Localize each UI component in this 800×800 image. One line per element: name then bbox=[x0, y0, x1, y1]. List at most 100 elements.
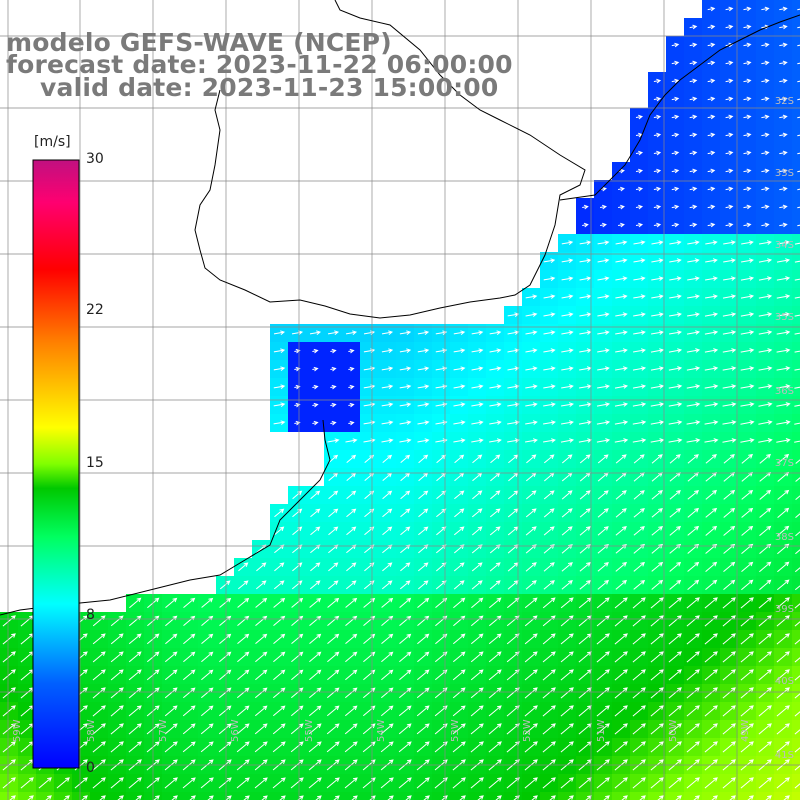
wind-arrow bbox=[561, 276, 574, 281]
wind-arrow bbox=[650, 741, 664, 753]
wind-arrow bbox=[507, 330, 520, 335]
wind-arrow bbox=[632, 420, 647, 425]
wind-arrow bbox=[740, 366, 755, 371]
wind-cell bbox=[756, 792, 774, 800]
wind-arrow bbox=[333, 795, 340, 800]
wind-arrow bbox=[722, 669, 736, 681]
wind-arrow bbox=[272, 723, 286, 735]
wind-arrow bbox=[399, 633, 412, 644]
wind-arrow bbox=[722, 420, 737, 425]
wind-arrow bbox=[725, 24, 734, 30]
wind-arrow bbox=[650, 633, 664, 645]
wind-arrow bbox=[743, 132, 752, 138]
wind-arrow bbox=[182, 723, 196, 735]
wind-arrow bbox=[560, 597, 574, 609]
wind-arrow bbox=[218, 777, 232, 789]
wind-cell bbox=[792, 522, 800, 540]
wind-arrow bbox=[669, 276, 682, 281]
wind-cell bbox=[792, 486, 800, 504]
wind-arrow bbox=[291, 597, 304, 608]
wind-arrow bbox=[777, 525, 790, 536]
lon-label-49w: 49W bbox=[740, 719, 751, 742]
wind-cell bbox=[792, 792, 800, 800]
wind-cell bbox=[792, 666, 800, 684]
wind-arrow bbox=[272, 687, 286, 699]
wind-cell bbox=[666, 792, 684, 800]
wind-cell bbox=[792, 180, 800, 198]
wind-arrow bbox=[453, 384, 466, 389]
wind-arrow bbox=[689, 168, 698, 174]
wind-arrow bbox=[707, 24, 716, 30]
wind-arrow bbox=[614, 420, 629, 425]
wind-arrow bbox=[579, 330, 592, 335]
wind-arrow bbox=[675, 795, 682, 800]
wind-arrow bbox=[543, 420, 556, 425]
wind-arrow bbox=[200, 741, 214, 753]
wind-arrow bbox=[632, 651, 646, 663]
wind-arrow bbox=[758, 348, 773, 353]
wind-arrow bbox=[310, 508, 321, 518]
wind-arrow bbox=[618, 204, 625, 210]
wind-arrow bbox=[761, 6, 770, 12]
wind-arrow bbox=[635, 114, 644, 120]
wind-arrow bbox=[327, 330, 340, 335]
wind-arrow bbox=[254, 741, 268, 753]
wind-arrow bbox=[686, 597, 700, 609]
wind-arrow bbox=[779, 132, 788, 138]
wind-arrow bbox=[614, 615, 628, 627]
wind-arrow bbox=[561, 508, 573, 518]
wind-arrow bbox=[597, 384, 610, 389]
wind-cell bbox=[792, 540, 800, 558]
wind-cell bbox=[792, 360, 800, 378]
wind-arrow bbox=[225, 795, 232, 800]
wind-arrow bbox=[291, 651, 304, 663]
wind-arrow bbox=[621, 795, 628, 800]
wind-arrow bbox=[615, 561, 628, 572]
wind-arrow bbox=[669, 312, 682, 317]
wind-arrow bbox=[2, 633, 16, 645]
wind-arrow bbox=[201, 633, 214, 644]
wind-arrow bbox=[615, 366, 628, 371]
wind-cell bbox=[684, 792, 702, 800]
wind-arrow bbox=[633, 579, 646, 590]
wind-arrow bbox=[542, 741, 556, 753]
wind-arrow bbox=[669, 508, 682, 518]
wind-arrow bbox=[669, 561, 682, 572]
wind-arrow bbox=[689, 150, 698, 156]
wind-arrow bbox=[759, 240, 772, 245]
wind-arrow bbox=[508, 454, 519, 464]
wind-arrow bbox=[722, 705, 736, 717]
wind-arrow bbox=[452, 741, 466, 753]
wind-arrow bbox=[776, 366, 791, 371]
wind-arrow bbox=[219, 633, 232, 644]
wind-arrow bbox=[272, 705, 286, 717]
wind-arrow bbox=[668, 669, 682, 681]
wind-arrow bbox=[743, 24, 752, 30]
wind-arrow bbox=[525, 580, 537, 590]
wind-cell bbox=[792, 396, 800, 414]
wind-arrow bbox=[453, 420, 466, 425]
wind-arrow bbox=[723, 258, 736, 263]
wind-arrow bbox=[651, 526, 664, 536]
wind-arrow bbox=[453, 597, 466, 609]
wind-arrow bbox=[632, 633, 646, 645]
wind-arrow bbox=[400, 508, 411, 518]
wind-arrow bbox=[669, 294, 682, 299]
wind-arrow bbox=[596, 777, 610, 789]
wind-arrow bbox=[776, 438, 791, 443]
wind-arrow bbox=[490, 490, 501, 500]
wind-arrow bbox=[614, 633, 628, 645]
wind-arrow bbox=[653, 78, 662, 84]
wind-arrow bbox=[128, 651, 142, 663]
wind-arrow bbox=[794, 639, 800, 645]
wind-arrow bbox=[686, 651, 700, 663]
wind-arrow bbox=[236, 687, 250, 699]
wind-arrow bbox=[312, 420, 319, 426]
wind-arrow bbox=[761, 114, 770, 120]
wind-arrow bbox=[596, 615, 610, 627]
wind-arrow bbox=[722, 438, 737, 443]
wind-arrow bbox=[650, 669, 664, 681]
wind-arrow bbox=[330, 366, 337, 372]
wind-arrow bbox=[418, 508, 429, 518]
wind-arrow bbox=[794, 368, 800, 371]
